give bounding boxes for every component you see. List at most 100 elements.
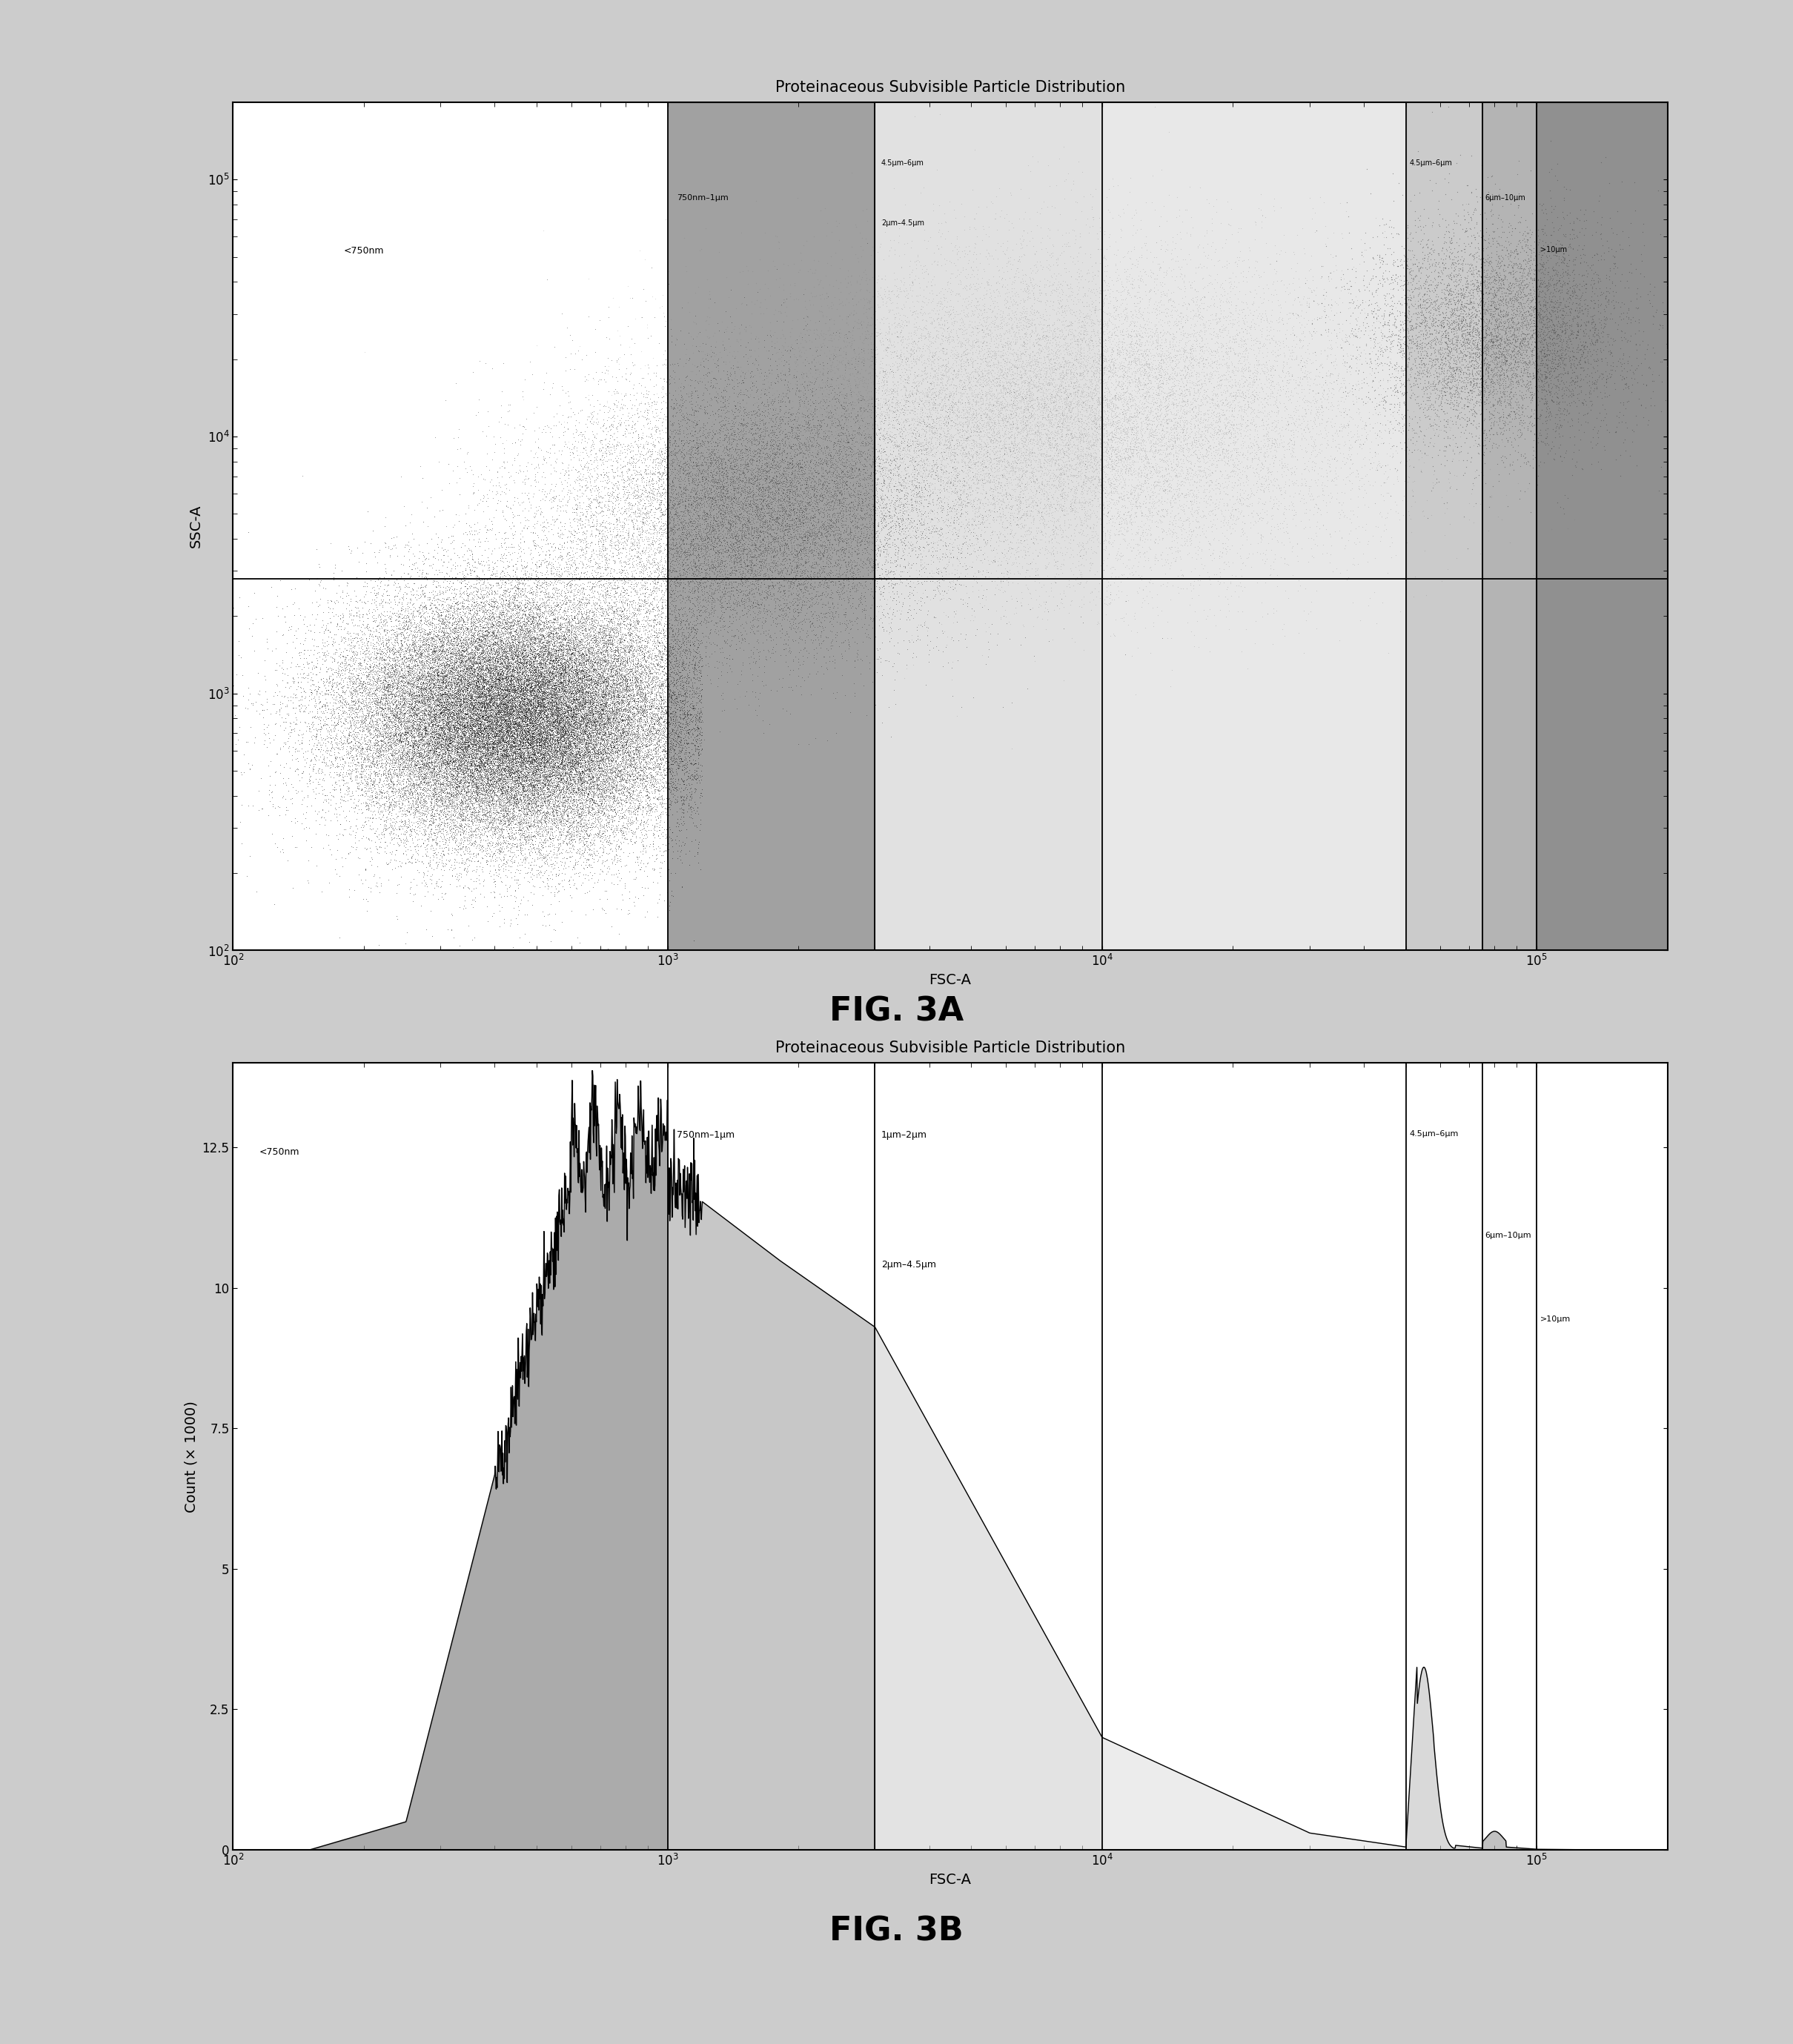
Point [382, 758, 411, 791]
Point [1555, 311, 1583, 343]
Point [1248, 544, 1277, 576]
Point [1271, 515, 1300, 548]
Point [588, 795, 617, 828]
Point [599, 783, 628, 816]
Point [619, 679, 647, 711]
Point [1329, 409, 1357, 442]
Point [477, 801, 506, 834]
Point [816, 319, 845, 352]
Point [552, 793, 581, 826]
Point [545, 642, 574, 675]
Point [484, 773, 513, 805]
Point [502, 734, 531, 766]
Point [493, 760, 522, 793]
Point [368, 634, 396, 666]
Point [628, 781, 656, 814]
Point [669, 703, 697, 736]
Point [674, 460, 703, 493]
Point [568, 574, 597, 607]
Point [938, 531, 966, 564]
Point [1492, 354, 1520, 386]
Point [1503, 235, 1531, 268]
Point [656, 777, 685, 809]
Point [1160, 356, 1189, 388]
Point [459, 713, 488, 746]
Point [1257, 278, 1286, 311]
Point [482, 769, 511, 801]
Point [868, 370, 896, 403]
Point [1038, 411, 1067, 444]
Point [1442, 354, 1470, 386]
Point [629, 713, 658, 746]
Point [1460, 343, 1488, 376]
Point [473, 654, 502, 687]
Point [678, 407, 706, 439]
Point [488, 540, 516, 572]
Point [554, 666, 583, 699]
Point [862, 343, 891, 376]
Point [681, 421, 710, 454]
Point [1440, 321, 1468, 354]
Point [565, 756, 593, 789]
Point [335, 717, 364, 750]
Point [411, 752, 439, 785]
Point [502, 764, 531, 797]
Point [446, 625, 475, 658]
Point [789, 507, 818, 540]
Point [861, 358, 889, 390]
Point [567, 615, 595, 648]
Point [556, 623, 585, 656]
Point [588, 738, 617, 771]
Point [1167, 376, 1196, 409]
Point [635, 791, 663, 824]
Point [830, 417, 859, 450]
Point [495, 701, 524, 734]
Point [1651, 384, 1680, 417]
Point [681, 442, 710, 474]
Point [574, 695, 602, 728]
Point [615, 740, 644, 773]
Point [425, 640, 454, 672]
Point [403, 779, 432, 811]
Point [814, 597, 843, 630]
Point [427, 766, 455, 799]
Point [522, 777, 550, 809]
Point [945, 407, 974, 439]
Point [454, 822, 482, 854]
Point [1185, 454, 1214, 486]
Point [1148, 388, 1176, 421]
Point [479, 550, 507, 583]
Point [653, 405, 681, 437]
Point [513, 630, 541, 662]
Point [513, 764, 541, 797]
Point [550, 728, 579, 760]
Point [394, 703, 423, 736]
Point [549, 701, 577, 734]
Point [524, 611, 552, 644]
Point [1158, 388, 1187, 421]
Point [446, 742, 475, 775]
Point [556, 677, 585, 709]
Point [617, 613, 645, 646]
Point [455, 595, 484, 628]
Point [1162, 347, 1191, 380]
Point [1106, 372, 1135, 405]
Point [357, 773, 385, 805]
Point [285, 670, 314, 703]
Point [407, 644, 436, 677]
Point [595, 515, 624, 548]
Point [568, 685, 597, 717]
Point [475, 713, 504, 746]
Point [516, 670, 545, 703]
Point [498, 713, 527, 746]
Point [724, 499, 753, 531]
Point [420, 726, 448, 758]
Point [1316, 452, 1345, 484]
Point [506, 685, 534, 717]
Point [1006, 403, 1035, 435]
Point [549, 656, 577, 689]
Point [348, 638, 377, 670]
Point [977, 188, 1006, 221]
Point [511, 793, 540, 826]
Point [748, 480, 776, 513]
